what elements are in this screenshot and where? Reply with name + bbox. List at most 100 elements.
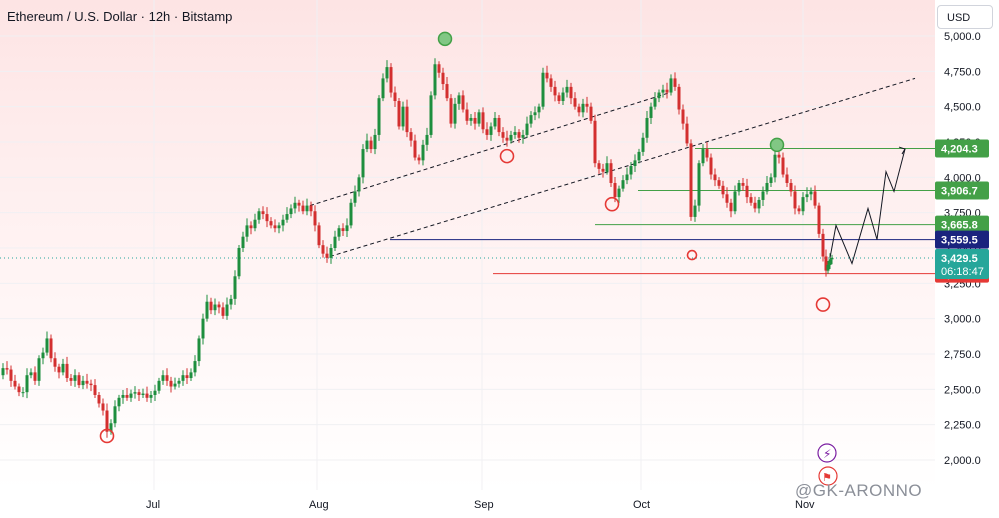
candle-body xyxy=(365,140,369,150)
trend-channel-lines xyxy=(309,77,916,257)
candle-body xyxy=(69,378,73,381)
candle-body xyxy=(545,72,549,79)
candle-body xyxy=(509,134,513,141)
candle-body xyxy=(505,137,509,141)
candle-body xyxy=(769,177,773,183)
candle-body xyxy=(81,380,85,386)
candle-body xyxy=(181,375,185,381)
y-tick-label: 4,000.0 xyxy=(944,172,981,184)
candle-body xyxy=(477,112,481,124)
candle-body xyxy=(609,163,613,183)
candle-body xyxy=(561,92,565,102)
candle-body xyxy=(689,143,693,217)
candle-body xyxy=(293,202,297,209)
candle-body xyxy=(597,163,601,169)
pivot-high-marker xyxy=(437,31,453,47)
price-tag-box xyxy=(935,230,989,249)
price-tag-label: 4,204.3 xyxy=(941,143,978,155)
candle-body xyxy=(409,132,413,141)
lightning-icon[interactable] xyxy=(817,443,837,463)
candle-body xyxy=(749,197,753,203)
candle-body xyxy=(61,363,65,373)
candle-body xyxy=(281,219,285,226)
candle-body xyxy=(817,205,821,234)
candle-body xyxy=(429,95,433,135)
candle-body xyxy=(209,301,213,311)
candle-body xyxy=(1,368,5,376)
x-tick-label: Nov xyxy=(795,499,815,511)
candle-body xyxy=(57,366,61,373)
candle-body xyxy=(745,185,749,198)
candle-body xyxy=(605,163,609,172)
candle-body xyxy=(661,89,665,93)
candle-body xyxy=(201,318,205,339)
candle-body xyxy=(461,95,465,110)
candle-body xyxy=(173,383,177,387)
lightning-glyph: ⚡ xyxy=(823,447,831,461)
horizontal-levels xyxy=(0,147,935,275)
candle-body xyxy=(433,64,437,96)
candle-body xyxy=(341,228,345,232)
candle-body xyxy=(805,194,809,198)
indicator-icons[interactable]: ⚡ ⚑ xyxy=(817,443,838,486)
candle-body xyxy=(269,221,273,226)
flag-icon[interactable] xyxy=(818,466,838,486)
candle-body xyxy=(93,385,97,395)
candle-body xyxy=(45,338,49,353)
candle-body xyxy=(541,72,545,107)
candle-body xyxy=(441,72,445,85)
candle-body xyxy=(349,202,353,226)
chart-title: Ethereum / U.S. Dollar · 12h · Bitstamp xyxy=(7,9,233,24)
currency-selector[interactable]: USD xyxy=(937,5,993,29)
candle-body xyxy=(826,264,830,271)
candle-body xyxy=(673,78,677,87)
candle-body xyxy=(437,64,441,73)
candle-body xyxy=(33,372,37,381)
candle-body xyxy=(649,106,653,118)
candle-body xyxy=(133,392,137,394)
candle-body xyxy=(193,361,197,373)
candle-body xyxy=(317,225,321,246)
y-tick-label: 4,500.0 xyxy=(944,102,981,114)
candle-body xyxy=(41,352,45,359)
candle-body xyxy=(313,211,317,226)
candle-body xyxy=(29,372,33,376)
candle-body xyxy=(781,157,785,175)
candle-body xyxy=(525,123,529,135)
candle-body xyxy=(385,67,389,79)
candle-body xyxy=(121,394,125,398)
candle-body xyxy=(789,182,793,192)
candle-body xyxy=(753,202,757,209)
candle-body xyxy=(77,375,81,386)
y-tick-label: 2,000.0 xyxy=(944,455,981,467)
candle-body xyxy=(9,369,13,381)
projection-line xyxy=(829,148,906,266)
candle-body xyxy=(741,182,745,186)
candle-body xyxy=(169,380,173,387)
x-tick-label: Sep xyxy=(474,499,494,511)
candle-body xyxy=(489,126,493,135)
candle-body xyxy=(717,180,721,186)
channel-line-lower xyxy=(329,77,916,257)
candle-body xyxy=(733,191,737,212)
pivot-low-marker xyxy=(99,428,115,444)
candle-body xyxy=(821,233,825,257)
candle-body xyxy=(117,397,121,407)
candle-body xyxy=(261,211,265,215)
candle-body xyxy=(89,383,93,386)
candle-body xyxy=(481,112,485,130)
countdown-label: 06:18:47 xyxy=(941,266,984,278)
candle-body xyxy=(449,98,453,124)
candle-body xyxy=(249,225,253,229)
candle-body xyxy=(393,92,397,102)
price-tag-box xyxy=(935,215,989,234)
candles xyxy=(1,58,834,438)
candle-body xyxy=(589,106,593,121)
x-tick-label: Oct xyxy=(633,499,650,511)
candle-body xyxy=(413,140,417,158)
candle-body xyxy=(813,191,817,206)
candle-body xyxy=(85,380,89,384)
flag-glyph: ⚑ xyxy=(822,471,832,484)
candle-body xyxy=(389,67,393,93)
